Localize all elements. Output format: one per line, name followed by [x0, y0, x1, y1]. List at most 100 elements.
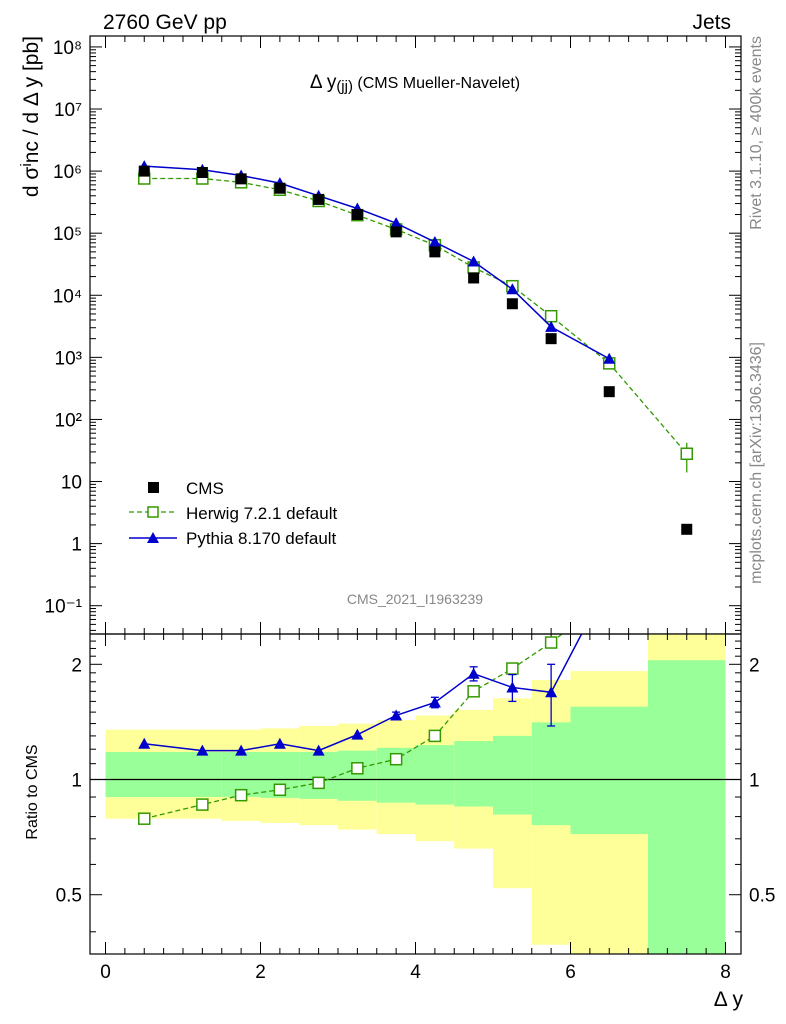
ratio-pythia-marker	[312, 744, 325, 756]
legend-entry-pythia: Pythia 8.170 default	[129, 529, 337, 548]
herwig-marker	[680, 447, 693, 461]
ratio-inner-band	[454, 741, 493, 807]
ratio-herwig-marker	[273, 783, 287, 797]
main-y-tick-label: 1	[71, 535, 82, 556]
pythia-marker	[603, 352, 616, 364]
cms-marker	[429, 246, 441, 258]
cms-marker	[274, 182, 286, 194]
ratio-herwig-marker	[138, 812, 151, 825]
ratio-herwig-marker	[506, 662, 519, 675]
ratio-herwig-marker	[196, 798, 209, 811]
cms-marker	[603, 386, 615, 398]
pythia-marker	[506, 283, 519, 295]
legend: CMS Herwig 7.2.1 default Pythia 8.170 de…	[129, 479, 337, 548]
ratio-y-axis-label: Ratio to CMS	[24, 744, 41, 839]
ratio-pythia-marker	[196, 744, 209, 756]
ratio-inner-band	[493, 735, 532, 815]
ratio-herwig-marker	[389, 752, 403, 766]
pythia-marker	[390, 217, 403, 229]
ratio-pythia-marker	[428, 696, 441, 708]
ratio-y-tick-label-left: 2	[71, 655, 82, 676]
ratio-inner-band	[570, 706, 648, 835]
ratio-series-layer	[138, 634, 583, 825]
ratio-herwig-marker	[234, 788, 248, 802]
ratio-y-tick-label-right: 0.5	[749, 886, 775, 907]
main-axis-ticks	[90, 36, 741, 634]
main-y-tick-label: 10³	[55, 348, 82, 369]
ratio-pythia-marker	[506, 681, 519, 693]
main-series-layer	[138, 160, 693, 535]
ratio-inner-band	[338, 750, 377, 801]
main-y-tick-labels: 10⁻¹ 1 10 10² 10³ 10⁴ 10⁵ 10⁶ 10⁷ 10⁸	[45, 38, 83, 618]
ratio-pythia-marker	[390, 709, 403, 721]
ratio-tick-labels: 0.5 0.5 1 1 2 2 0 2 4 6 8	[56, 655, 776, 983]
ratio-pythia-marker	[351, 728, 364, 740]
ratio-y-tick-label-left: 1	[71, 771, 82, 792]
ratio-x-tick-label: 6	[565, 962, 576, 983]
pythia-line	[144, 165, 610, 360]
rivet-version-label: Rivet 3.1.10, ≥ 400k events	[748, 36, 765, 230]
pythia-marker	[467, 255, 480, 267]
ratio-plot-frame	[89, 633, 742, 955]
ratio-inner-band	[531, 722, 571, 826]
ratio-pythia-marker	[545, 686, 558, 698]
main-y-tick-label: 10⁻¹	[45, 597, 83, 618]
cms-marker	[506, 298, 518, 310]
ratio-panel: 0.5 0.5 1 1 2 2 0 2 4 6 8 Ratio to CMS Δ y	[24, 633, 776, 1011]
ratio-herwig-marker	[428, 729, 442, 743]
main-y-tick-label: 10⁷	[54, 100, 82, 121]
ratio-y-tick-label-left: 0.5	[56, 886, 82, 907]
pythia-marker	[545, 320, 558, 332]
legend-pythia-label: Pythia 8.170 default	[186, 529, 337, 548]
ratio-pythia-line	[144, 634, 583, 752]
ratio-inner-band	[648, 660, 726, 954]
ratio-herwig-marker	[467, 685, 480, 698]
ratio-herwig-line	[144, 634, 564, 820]
main-y-tick-label: 10⁵	[53, 224, 82, 245]
cms-marker	[681, 523, 693, 535]
legend-entry-cms: CMS	[148, 479, 224, 498]
ratio-pythia-marker	[467, 667, 480, 679]
legend-herwig-marker	[147, 506, 159, 518]
ratio-inner-band	[415, 745, 455, 805]
main-panel: 10⁻¹ 1 10 10² 10³ 10⁴ 10⁵ 10⁶ 10⁷ 10⁸ Δ y(jj) (CM…	[18, 35, 742, 635]
ratio-y-tick-label-right: 2	[749, 655, 760, 676]
pythia-marker	[428, 236, 441, 248]
main-y-axis-label: d σinc / d Δ y [pb]	[18, 36, 43, 197]
cms-marker	[351, 208, 363, 220]
ratio-pythia-marker	[138, 737, 151, 749]
herwig-marker	[544, 309, 558, 323]
chart-title: Δ y(jj) (CMS Mueller-Navelet)	[310, 72, 520, 95]
mcplots-source-label: mcplots.cern.ch [arXiv:1306.3436]	[748, 342, 765, 584]
header-process-label: Jets	[692, 11, 731, 34]
ratio-inner-band	[183, 752, 222, 798]
ratio-uncertainty-bands	[105, 634, 726, 954]
legend-entry-herwig: Herwig 7.2.1 default	[129, 504, 337, 523]
ratio-series-clipped	[138, 634, 583, 825]
x-axis-label: Δ y	[714, 988, 744, 1011]
main-y-tick-label: 10²	[55, 410, 82, 431]
analysis-label: CMS_2021_I1963239	[347, 591, 483, 607]
cms-marker	[138, 165, 150, 177]
ratio-x-tick-label: 4	[410, 962, 421, 983]
ratio-y-tick-label-right: 1	[749, 771, 760, 792]
legend-cms-marker	[148, 482, 159, 493]
ratio-pythia-marker	[273, 737, 286, 749]
ratio-x-tick-label: 2	[255, 962, 266, 983]
main-y-tick-label: 10⁸	[53, 38, 82, 59]
cms-marker	[235, 173, 247, 185]
legend-pythia-marker	[147, 532, 159, 543]
ratio-x-tick-label: 8	[720, 962, 731, 983]
ratio-herwig-marker	[312, 776, 325, 790]
ratio-axis-ticks	[90, 633, 741, 954]
cms-marker	[196, 166, 208, 178]
cms-marker	[468, 272, 480, 284]
ratio-herwig-marker	[351, 762, 364, 775]
header-energy-label: 2760 GeV pp	[103, 11, 227, 34]
legend-cms-label: CMS	[186, 479, 224, 498]
main-y-tick-label: 10⁶	[53, 162, 82, 183]
cms-marker	[390, 226, 402, 238]
ratio-herwig-marker	[544, 636, 558, 649]
ratio-inner-band	[105, 752, 183, 798]
